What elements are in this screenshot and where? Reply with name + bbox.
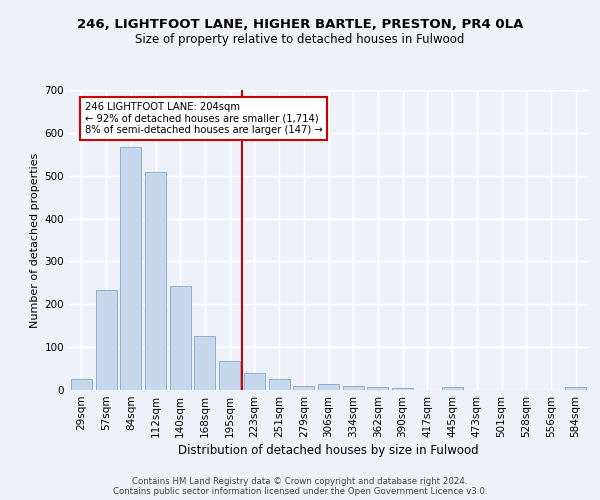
Bar	[194, 336, 215, 390]
Bar	[145, 172, 166, 390]
Bar	[392, 388, 413, 390]
Bar	[442, 386, 463, 390]
Text: Contains public sector information licensed under the Open Government Licence v3: Contains public sector information licen…	[113, 487, 487, 496]
Bar	[293, 386, 314, 390]
X-axis label: Distribution of detached houses by size in Fulwood: Distribution of detached houses by size …	[178, 444, 479, 457]
Text: Size of property relative to detached houses in Fulwood: Size of property relative to detached ho…	[136, 32, 464, 46]
Bar	[565, 388, 586, 390]
Bar	[71, 380, 92, 390]
Bar	[318, 384, 339, 390]
Bar	[343, 386, 364, 390]
Bar	[367, 386, 388, 390]
Text: Contains HM Land Registry data © Crown copyright and database right 2024.: Contains HM Land Registry data © Crown c…	[132, 477, 468, 486]
Bar	[269, 379, 290, 390]
Text: 246, LIGHTFOOT LANE, HIGHER BARTLE, PRESTON, PR4 0LA: 246, LIGHTFOOT LANE, HIGHER BARTLE, PRES…	[77, 18, 523, 30]
Y-axis label: Number of detached properties: Number of detached properties	[31, 152, 40, 328]
Bar	[219, 361, 240, 390]
Bar	[95, 290, 116, 390]
Text: 246 LIGHTFOOT LANE: 204sqm
← 92% of detached houses are smaller (1,714)
8% of se: 246 LIGHTFOOT LANE: 204sqm ← 92% of deta…	[85, 102, 322, 135]
Bar	[244, 373, 265, 390]
Bar	[170, 286, 191, 390]
Bar	[120, 146, 141, 390]
